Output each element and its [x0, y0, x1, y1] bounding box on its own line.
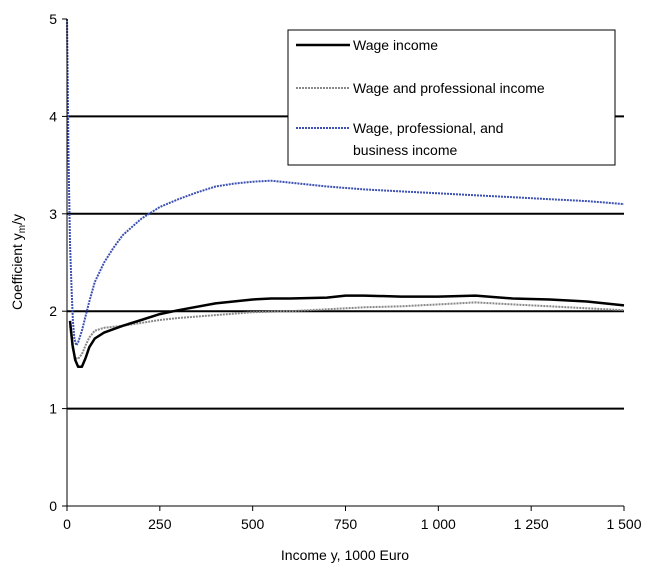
series-lines [66, 18, 625, 368]
x-tick-label: 1 500 [606, 516, 641, 532]
series-line-wage-income [68, 294, 625, 368]
x-tick-label: 750 [334, 516, 358, 532]
y-tick-label: 0 [49, 498, 57, 514]
y-axis-label-subscript: m [17, 225, 28, 233]
x-tick-label: 1 000 [421, 516, 456, 532]
legend-label-wage-professional-business: Wage, professional, and business income [353, 120, 507, 158]
y-axis-label: Coefficient ym/y [9, 214, 28, 310]
x-tick-label: 500 [241, 516, 265, 532]
legend-label-line1: Wage, professional, and [353, 120, 503, 136]
y-tick-label: 3 [49, 206, 57, 222]
legend-box [287, 29, 616, 166]
y-axis-label-main: Coefficient y [9, 233, 25, 310]
legend-label-wage-professional: Wage and professional income [353, 80, 545, 96]
legend-label-line2: business income [353, 142, 457, 158]
series-line-wage-professional-business-income [66, 18, 625, 347]
y-tick-label: 4 [49, 108, 57, 124]
series-line-wage-professional-income [69, 301, 625, 360]
y-axis-label-tail: /y [9, 214, 25, 225]
legend-label-wage: Wage income [353, 37, 438, 53]
x-tick-label: 250 [148, 516, 172, 532]
y-tick-label: 5 [49, 11, 57, 27]
x-tick-label: 1 250 [514, 516, 549, 532]
axis-ticks: 0 1 2 3 4 5 0 250 500 750 1 000 1 250 1 500 [49, 11, 642, 532]
x-tick-label: 0 [63, 516, 71, 532]
legend: Wage income Wage and professional income… [287, 29, 616, 166]
y-tick-label: 2 [49, 303, 57, 319]
x-axis-label: Income y, 1000 Euro [281, 547, 409, 563]
y-tick-label: 1 [49, 401, 57, 417]
